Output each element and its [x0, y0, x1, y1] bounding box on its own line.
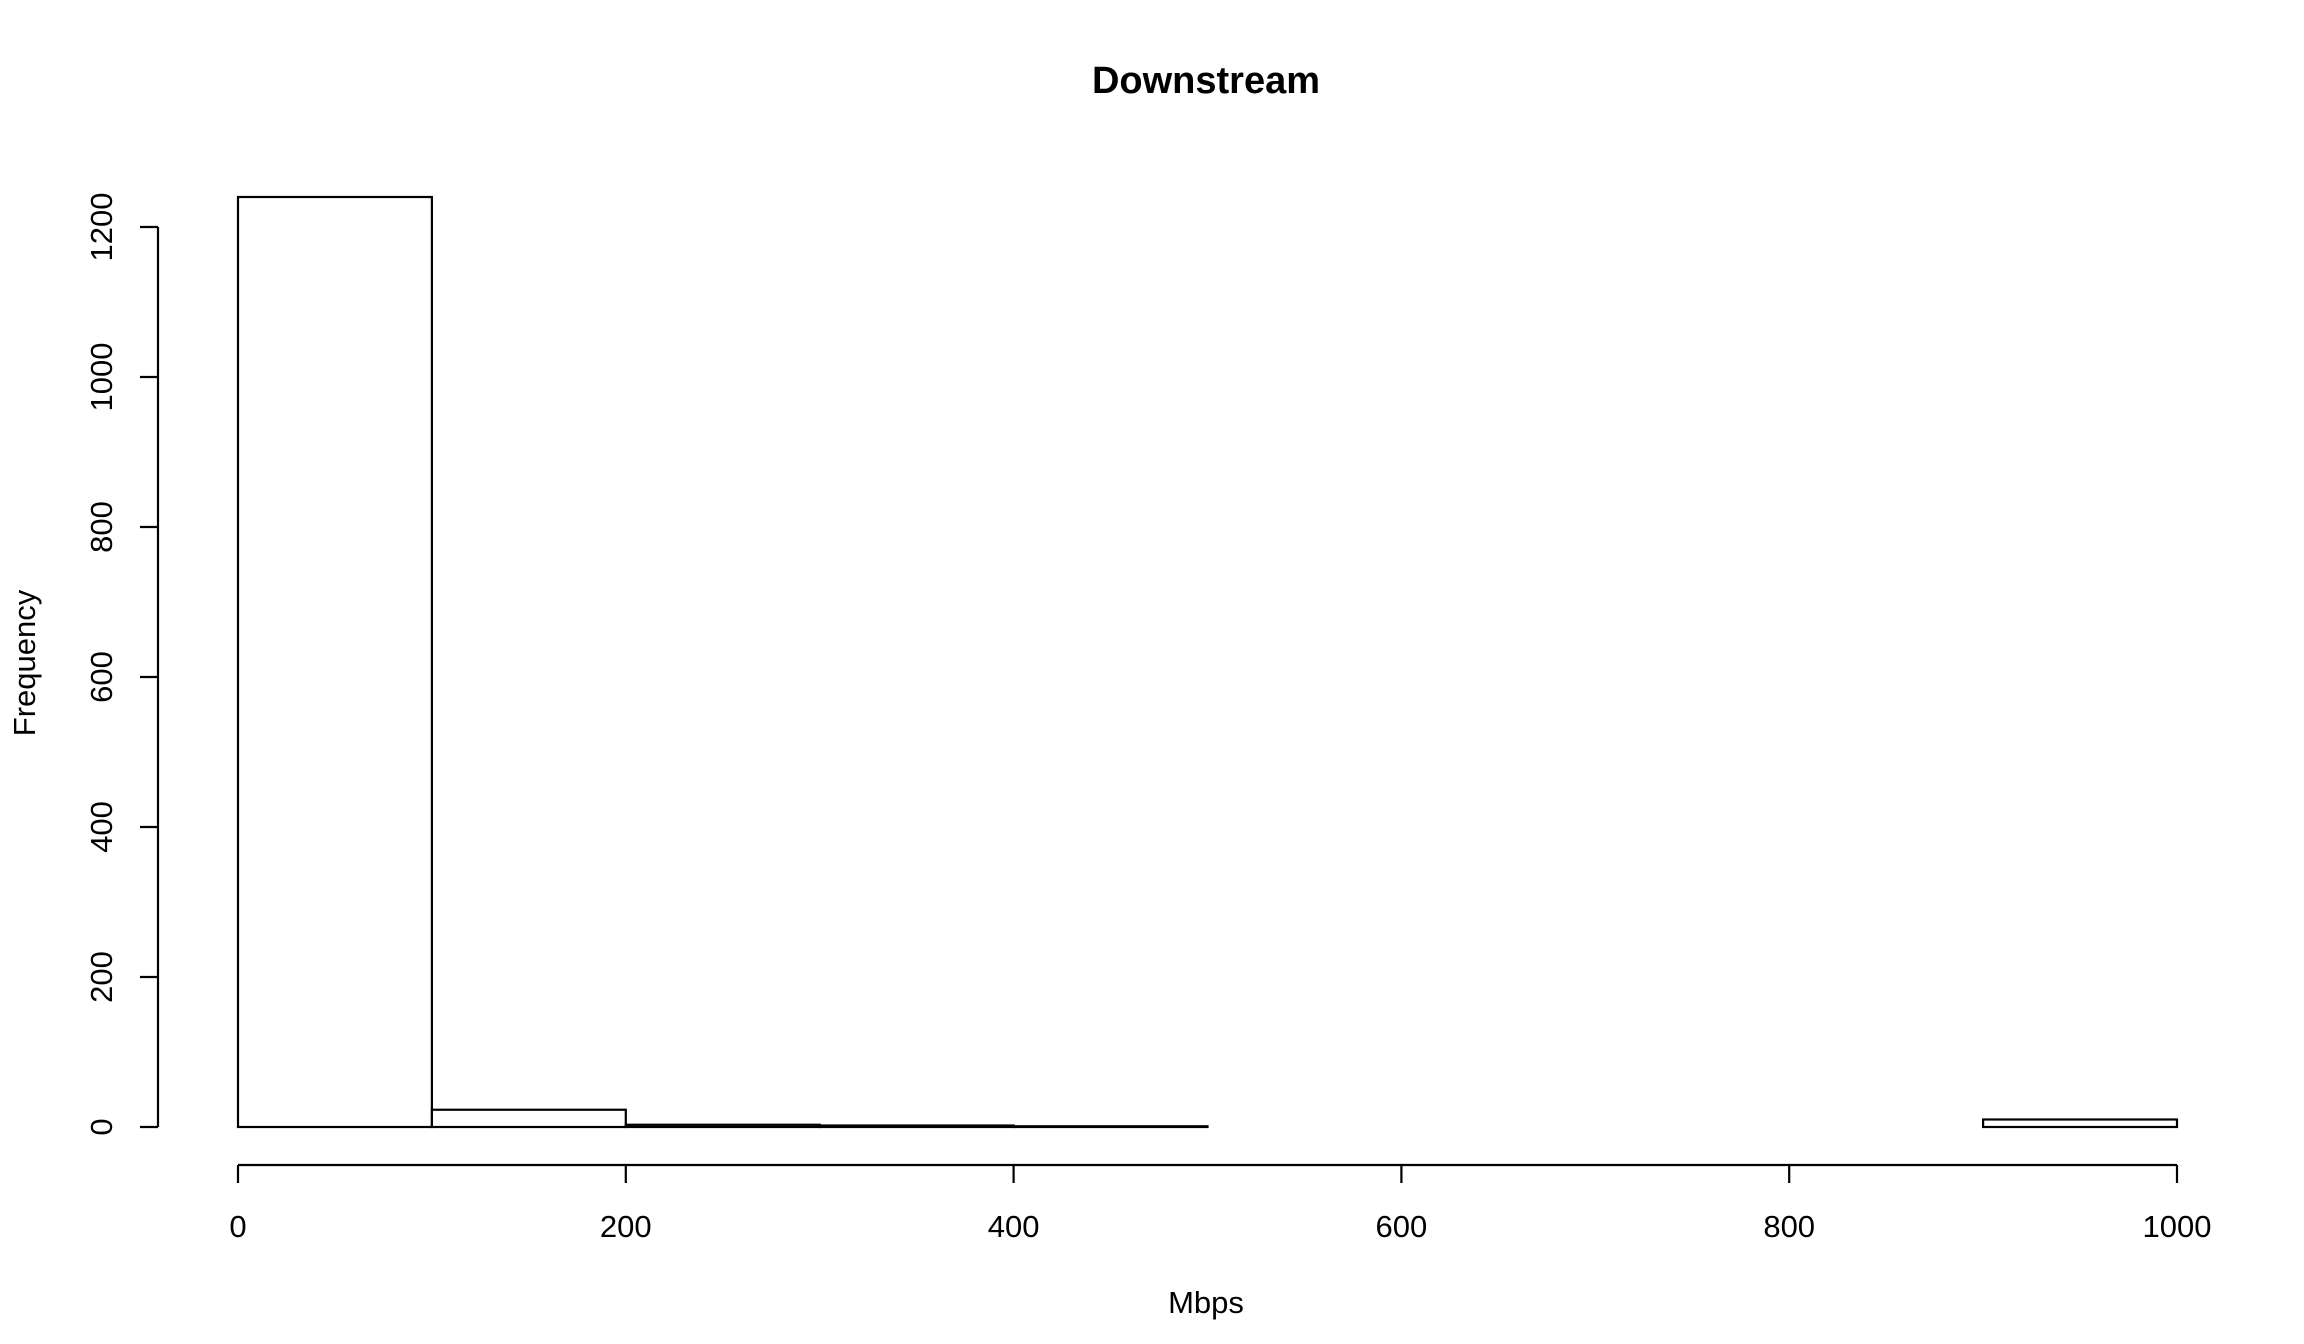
y-tick-label-1: 200: [84, 951, 119, 1003]
histogram-bar-4: [1012, 1125, 1209, 1129]
x-tick-label-0: 0: [229, 1209, 246, 1244]
x-axis: 0 200 400 600 800 1000: [229, 1163, 2212, 1244]
y-tick-label-5: 1000: [84, 343, 119, 412]
y-tick-label-6: 1200: [84, 193, 119, 262]
y-tick-label-3: 600: [84, 651, 119, 703]
histogram-bar-2: [624, 1123, 821, 1129]
y-axis: 0 200 400 600 800 1000 1200: [84, 193, 160, 1136]
y-tick-label-0: 0: [84, 1118, 119, 1135]
histogram-bar-1: [430, 1108, 627, 1129]
chart-title: Downstream: [1092, 60, 1320, 102]
histogram-bar-3: [818, 1124, 1015, 1129]
x-tick-label-4: 800: [1763, 1209, 1815, 1244]
y-tick-label-4: 800: [84, 501, 119, 553]
x-axis-label: Mbps: [1168, 1285, 1244, 1320]
x-tick-label-2: 400: [988, 1209, 1040, 1244]
y-axis-label: Frequency: [7, 589, 42, 736]
histogram-bar-0: [236, 195, 433, 1129]
x-tick-label-3: 600: [1376, 1209, 1428, 1244]
bars-group: [236, 195, 2179, 1129]
x-tick-label-1: 200: [600, 1209, 652, 1244]
y-tick-label-2: 400: [84, 801, 119, 853]
histogram-bar-9: [1981, 1118, 2179, 1129]
x-tick-label-5: 1000: [2143, 1209, 2212, 1244]
